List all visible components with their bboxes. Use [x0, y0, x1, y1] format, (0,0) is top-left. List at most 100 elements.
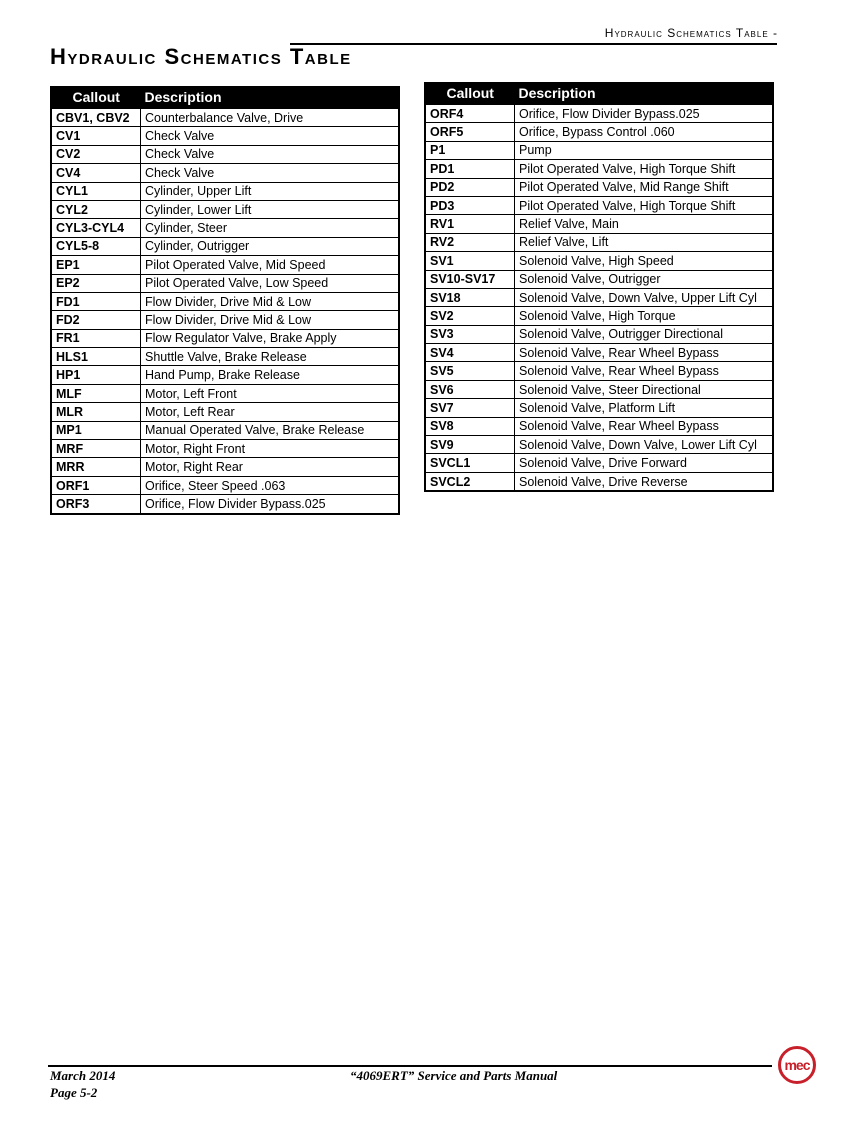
table-row: ORF1 Orifice, Steer Speed .063 [50, 475, 400, 496]
description-cell: Motor, Right Front [140, 439, 400, 459]
description-cell: Shuttle Valve, Brake Release [140, 347, 400, 367]
description-cell: Orifice, Steer Speed .063 [140, 475, 400, 496]
callout-cell: CYL3-CYL4 [50, 218, 141, 238]
callout-cell: MRF [50, 439, 141, 459]
table-row: CYL1 Cylinder, Upper Lift [50, 181, 400, 201]
callout-cell: CYL2 [50, 199, 141, 220]
table-row: FD2 Flow Divider, Drive Mid & Low [50, 310, 400, 330]
callout-cell: SV3 [424, 324, 515, 345]
callout-cell: ORF4 [424, 103, 515, 124]
footer-date: March 2014 [50, 1068, 116, 1083]
description-cell: Cylinder, Lower Lift [140, 199, 400, 220]
table-row: ORF5 Orifice, Bypass Control .060 [424, 122, 774, 142]
description-cell: Solenoid Valve, Steer Directional [514, 379, 774, 400]
callout-cell: EP1 [50, 255, 141, 275]
description-cell: Orifice, Flow Divider Bypass.025 [514, 103, 774, 124]
callout-cell: PD1 [424, 159, 515, 179]
table-row: PD2 Pilot Operated Valve, Mid Range Shift [424, 177, 774, 197]
description-cell: Solenoid Valve, Rear Wheel Bypass [514, 343, 774, 363]
callout-cell: SV18 [424, 287, 515, 308]
table-row: MLF Motor, Left Front [50, 383, 400, 404]
callout-cell: ORF5 [424, 122, 515, 142]
callout-cell: SVCL2 [424, 471, 515, 492]
description-cell: Counterbalance Valve, Drive [140, 107, 400, 128]
callout-cell: SV9 [424, 435, 515, 455]
logo-text: mec [784, 1057, 810, 1073]
description-cell: Cylinder, Outrigger [140, 236, 400, 257]
callout-cell: FD2 [50, 310, 141, 330]
callout-cell: PD3 [424, 195, 515, 216]
description-cell: Solenoid Valve, Drive Reverse [514, 471, 774, 492]
description-cell: Solenoid Valve, High Torque [514, 306, 774, 326]
callout-cell: MLR [50, 402, 141, 422]
callout-cell: ORF1 [50, 475, 141, 496]
table-row: RV2 Relief Valve, Lift [424, 232, 774, 253]
callout-cell: ORF3 [50, 494, 141, 515]
description-cell: Pilot Operated Valve, Mid Speed [140, 255, 400, 275]
callout-cell: HP1 [50, 365, 141, 385]
table-row: ORF4 Orifice, Flow Divider Bypass.025 [424, 103, 774, 124]
footer-manual-title: “4069ERT” Service and Parts Manual [350, 1068, 558, 1083]
callout-cell: FR1 [50, 328, 141, 349]
mec-logo: mec [778, 1046, 816, 1084]
callout-cell: SV6 [424, 379, 515, 400]
table-row: CV4 Check Valve [50, 163, 400, 183]
description-cell: Pilot Operated Valve, High Torque Shift [514, 159, 774, 179]
description-cell: Cylinder, Upper Lift [140, 181, 400, 201]
column-header-description: Description [140, 86, 399, 109]
callout-cell: SV10-SV17 [424, 269, 515, 289]
description-cell: Pilot Operated Valve, Low Speed [140, 273, 400, 293]
header-rule [290, 43, 777, 45]
table-row: SV4 Solenoid Valve, Rear Wheel Bypass [424, 343, 774, 363]
table-row: CBV1, CBV2 Counterbalance Valve, Drive [50, 107, 400, 128]
table-row: CV2 Check Valve [50, 144, 400, 165]
description-cell: Relief Valve, Lift [514, 232, 774, 253]
table-row: SV3 Solenoid Valve, Outrigger Directional [424, 324, 774, 345]
description-cell: Orifice, Bypass Control .060 [514, 122, 774, 142]
footer-page-number: Page 5-2 [50, 1085, 98, 1100]
table-row: CYL5-8 Cylinder, Outrigger [50, 236, 400, 257]
description-cell: Solenoid Valve, Down Valve, Lower Lift C… [514, 435, 774, 455]
table-row: FD1 Flow Divider, Drive Mid & Low [50, 291, 400, 312]
table-row: MRF Motor, Right Front [50, 439, 400, 459]
table-row: SV2 Solenoid Valve, High Torque [424, 306, 774, 326]
description-cell: Manual Operated Valve, Brake Release [140, 420, 400, 441]
page-title: Hydraulic Schematics Table [50, 44, 352, 69]
table-row: CV1 Check Valve [50, 126, 400, 146]
callout-cell: EP2 [50, 273, 141, 293]
description-cell: Solenoid Valve, Rear Wheel Bypass [514, 416, 774, 437]
callout-cell: HLS1 [50, 347, 141, 367]
table-row: SV1 Solenoid Valve, High Speed [424, 251, 774, 271]
table-row: SVCL1 Solenoid Valve, Drive Forward [424, 453, 774, 473]
callout-cell: RV2 [424, 232, 515, 253]
description-cell: Solenoid Valve, Drive Forward [514, 453, 774, 473]
callout-table-right: Callout Description ORF4 Orifice, Flow Di… [424, 82, 774, 493]
table-row: HP1 Hand Pump, Brake Release [50, 365, 400, 385]
callout-cell: SVCL1 [424, 453, 515, 473]
callout-cell: CBV1, CBV2 [50, 107, 141, 128]
table-row: PD3 Pilot Operated Valve, High Torque Shi… [424, 195, 774, 216]
callout-cell: SV1 [424, 251, 515, 271]
callout-cell: SV2 [424, 306, 515, 326]
table-row: RV1 Relief Valve, Main [424, 214, 774, 234]
table-row: ORF3 Orifice, Flow Divider Bypass.025 [50, 494, 400, 515]
description-cell: Solenoid Valve, High Speed [514, 251, 774, 271]
callout-cell: MLF [50, 383, 141, 404]
description-cell: Solenoid Valve, Platform Lift [514, 398, 774, 418]
description-cell: Motor, Left Rear [140, 402, 400, 422]
table-row: SV5 Solenoid Valve, Rear Wheel Bypass [424, 361, 774, 381]
table-row: EP2 Pilot Operated Valve, Low Speed [50, 273, 400, 293]
description-cell: Pilot Operated Valve, High Torque Shift [514, 195, 774, 216]
running-header: Hydraulic Schematics Table - [604, 26, 778, 40]
callout-cell: CV4 [50, 163, 141, 183]
table-row: SV7 Solenoid Valve, Platform Lift [424, 398, 774, 418]
table-row: CYL3-CYL4 Cylinder, Steer [50, 218, 400, 238]
callout-cell: CV2 [50, 144, 141, 165]
description-cell: Check Valve [140, 126, 400, 146]
callout-cell: SV5 [424, 361, 515, 381]
column-header-callout: Callout [425, 82, 515, 105]
callout-cell: P1 [424, 140, 515, 161]
column-header-callout: Callout [51, 86, 141, 109]
description-cell: Orifice, Flow Divider Bypass.025 [140, 494, 400, 515]
